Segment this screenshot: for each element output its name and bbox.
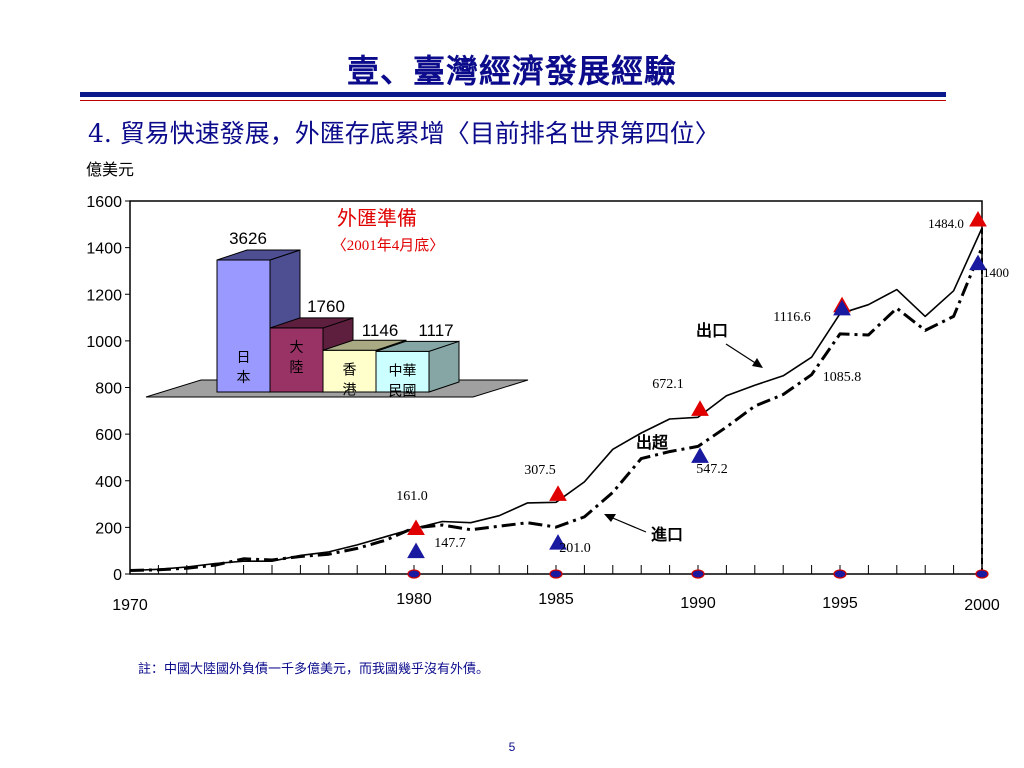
x-tick-label: 1980 bbox=[396, 591, 432, 608]
inset-bar-name: 港 bbox=[343, 382, 357, 398]
import-marker bbox=[833, 299, 851, 316]
y-tick-label: 200 bbox=[95, 520, 122, 537]
x-tick-label: 1990 bbox=[680, 595, 716, 612]
export-marker bbox=[549, 485, 567, 501]
inset-title: 外匯準備 bbox=[337, 206, 417, 230]
export-marker bbox=[691, 400, 709, 416]
inset-bar-name: 大 bbox=[290, 340, 304, 356]
y-tick-label: 1000 bbox=[86, 334, 122, 351]
baseline-marker bbox=[975, 569, 989, 579]
slide-subtitle: 4. 貿易快速發展，外匯存底累增〈目前排名世界第四位〉 bbox=[88, 119, 720, 148]
arrow-export-head bbox=[752, 358, 763, 368]
y-tick-label: 600 bbox=[95, 427, 122, 444]
inset-bar-2 bbox=[322, 349, 377, 393]
y-tick-label: 400 bbox=[95, 474, 122, 491]
data-label: 547.2 bbox=[696, 462, 728, 477]
inset-bar-value: 1760 bbox=[307, 297, 345, 316]
inset-bar-value: 1146 bbox=[362, 321, 399, 340]
y-tick-label: 1600 bbox=[86, 194, 122, 211]
import-marker bbox=[407, 542, 425, 559]
data-label: 1484.0 bbox=[928, 216, 964, 231]
data-label: 161.0 bbox=[396, 489, 428, 504]
title-rule bbox=[80, 92, 946, 97]
inset-subtitle: 〈2001年4月底〉 bbox=[332, 237, 445, 254]
y-tick-label: 800 bbox=[95, 381, 122, 398]
arrow-import bbox=[607, 515, 647, 533]
inset-bar-top bbox=[322, 339, 407, 351]
baseline-marker bbox=[833, 569, 847, 579]
x-tick-label: 1970 bbox=[112, 597, 148, 614]
unit-label: 億美元 bbox=[86, 160, 135, 179]
slide-title: 壹、臺灣經濟發展經驗 bbox=[346, 52, 677, 90]
inset-bar-name: 日 bbox=[237, 350, 251, 366]
page-number: 5 bbox=[508, 740, 516, 754]
inset-bar-name: 中華 bbox=[389, 363, 417, 379]
x-tick-label: 2000 bbox=[964, 597, 1000, 614]
inset-bar-name: 本 bbox=[237, 370, 251, 386]
export-marker bbox=[969, 211, 987, 227]
inset-bar-value: 1117 bbox=[418, 321, 453, 340]
inset-bar-top bbox=[216, 249, 301, 261]
inset-bar-name: 陸 bbox=[290, 360, 304, 376]
inset-bar-top bbox=[375, 340, 460, 352]
import-marker bbox=[969, 254, 987, 271]
label-import: 進口 bbox=[651, 525, 683, 544]
baseline-marker bbox=[549, 569, 563, 579]
data-label: 1400 bbox=[983, 265, 1009, 280]
y-tick-label: 1400 bbox=[86, 241, 122, 258]
data-label: 307.5 bbox=[524, 463, 556, 478]
baseline-marker bbox=[691, 569, 705, 579]
y-tick-label: 1200 bbox=[86, 287, 122, 304]
inset-bar-1 bbox=[269, 327, 324, 393]
import-marker bbox=[691, 447, 709, 463]
title-rule-accent bbox=[80, 100, 946, 101]
inset-bar-top bbox=[269, 317, 354, 329]
arrow-import-head bbox=[604, 514, 616, 522]
inset-bar-3 bbox=[375, 350, 430, 393]
import-marker bbox=[549, 534, 567, 550]
data-label: 672.1 bbox=[652, 377, 684, 392]
export-marker bbox=[407, 519, 425, 535]
baseline-marker bbox=[407, 569, 421, 579]
series-line-import bbox=[129, 247, 984, 572]
data-label: 1085.8 bbox=[823, 370, 862, 385]
inset-bar-value: 3626 bbox=[229, 229, 267, 248]
data-label: 147.7 bbox=[434, 536, 466, 551]
inset-bar-name: 民國 bbox=[389, 383, 417, 399]
label-surplus: 出超 bbox=[636, 433, 669, 452]
data-label: 201.0 bbox=[559, 541, 591, 556]
x-tick-label: 1995 bbox=[822, 595, 858, 612]
inset-bar-name: 香 bbox=[343, 362, 357, 378]
label-export: 出口 bbox=[696, 321, 728, 340]
data-label: 1116.6 bbox=[773, 310, 810, 325]
y-tick-label: 0 bbox=[113, 567, 122, 584]
x-tick-label: 1985 bbox=[538, 591, 574, 608]
footnote: 註：中國大陸國外負債一千多億美元，而我國幾乎沒有外債。 bbox=[138, 662, 490, 677]
